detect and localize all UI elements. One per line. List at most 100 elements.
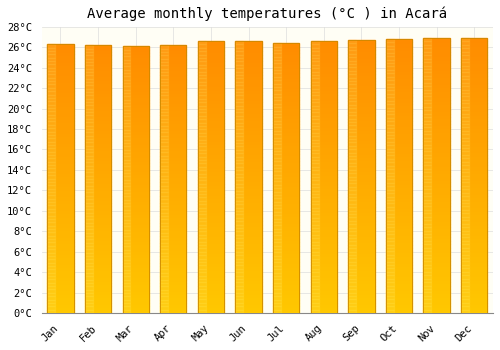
- Bar: [160, 166, 186, 169]
- Bar: [386, 251, 394, 255]
- Bar: [85, 179, 93, 182]
- Bar: [85, 219, 112, 223]
- Bar: [236, 269, 262, 272]
- Bar: [461, 72, 469, 76]
- Bar: [160, 203, 168, 206]
- Bar: [461, 127, 469, 131]
- Bar: [386, 73, 394, 77]
- Bar: [461, 148, 487, 152]
- Bar: [424, 258, 450, 261]
- Bar: [85, 166, 93, 169]
- Bar: [236, 92, 262, 96]
- Bar: [310, 82, 318, 85]
- Bar: [48, 202, 55, 205]
- Bar: [122, 140, 149, 143]
- Bar: [122, 93, 149, 96]
- Bar: [348, 269, 356, 272]
- Bar: [348, 275, 356, 279]
- Bar: [48, 51, 55, 54]
- Bar: [236, 275, 262, 279]
- Bar: [310, 167, 318, 170]
- Bar: [85, 62, 93, 65]
- Bar: [348, 303, 374, 306]
- Bar: [122, 99, 149, 103]
- Bar: [310, 99, 337, 102]
- Bar: [386, 286, 412, 289]
- Bar: [348, 286, 356, 289]
- Bar: [424, 162, 450, 165]
- Bar: [348, 211, 356, 214]
- Bar: [85, 306, 112, 310]
- Bar: [310, 279, 318, 282]
- Bar: [461, 131, 487, 134]
- Bar: [160, 152, 186, 156]
- Bar: [461, 275, 469, 279]
- Bar: [198, 68, 224, 72]
- Bar: [310, 299, 318, 303]
- Bar: [198, 252, 205, 255]
- Bar: [236, 269, 244, 272]
- Bar: [310, 177, 318, 181]
- Bar: [198, 228, 205, 231]
- Bar: [122, 236, 149, 240]
- Bar: [273, 67, 299, 70]
- Bar: [198, 272, 205, 275]
- Bar: [122, 276, 130, 280]
- Bar: [122, 153, 130, 156]
- Bar: [273, 43, 299, 313]
- Bar: [386, 241, 394, 245]
- Bar: [461, 79, 469, 83]
- Bar: [85, 226, 93, 229]
- Bar: [122, 203, 149, 206]
- Bar: [461, 189, 469, 193]
- Bar: [48, 266, 74, 269]
- Bar: [198, 96, 205, 99]
- Bar: [48, 98, 74, 101]
- Bar: [461, 155, 487, 158]
- Bar: [160, 212, 168, 216]
- Bar: [386, 90, 394, 94]
- Bar: [48, 239, 74, 243]
- Bar: [310, 306, 337, 310]
- Bar: [461, 59, 487, 62]
- Bar: [236, 112, 244, 116]
- Bar: [48, 148, 55, 152]
- Bar: [386, 183, 412, 186]
- Bar: [424, 241, 432, 244]
- Bar: [348, 265, 356, 269]
- Bar: [461, 127, 487, 131]
- Bar: [310, 241, 337, 245]
- Bar: [461, 124, 487, 127]
- Bar: [310, 85, 318, 89]
- Bar: [461, 62, 487, 65]
- Bar: [198, 221, 205, 225]
- Bar: [424, 97, 450, 100]
- Bar: [461, 217, 469, 220]
- Bar: [348, 153, 356, 156]
- Bar: [424, 148, 450, 152]
- Bar: [273, 218, 299, 222]
- Bar: [461, 90, 469, 93]
- Bar: [122, 300, 130, 303]
- Bar: [424, 145, 450, 148]
- Bar: [424, 261, 450, 265]
- Bar: [198, 235, 205, 238]
- Bar: [85, 126, 93, 129]
- Bar: [348, 262, 374, 265]
- Bar: [85, 85, 93, 89]
- Bar: [85, 146, 112, 149]
- Bar: [461, 199, 487, 203]
- Bar: [461, 213, 469, 217]
- Bar: [424, 45, 450, 48]
- Bar: [198, 150, 205, 153]
- Bar: [273, 276, 299, 279]
- Bar: [310, 272, 337, 275]
- Bar: [461, 234, 469, 237]
- Bar: [236, 201, 262, 204]
- Bar: [310, 163, 337, 167]
- Bar: [122, 160, 149, 163]
- Bar: [461, 210, 469, 213]
- Bar: [198, 102, 224, 106]
- Bar: [310, 293, 337, 296]
- Bar: [273, 168, 299, 171]
